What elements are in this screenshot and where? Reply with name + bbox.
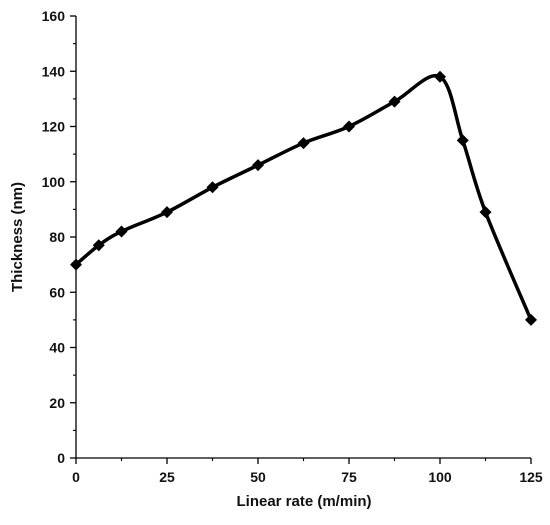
y-tick-label: 80 (49, 229, 65, 245)
y-tick-label: 60 (49, 284, 65, 300)
data-point (70, 258, 82, 271)
data-point (479, 206, 492, 219)
x-tick-label: 25 (159, 469, 175, 485)
data-point (525, 313, 537, 326)
y-tick-label: 20 (49, 395, 65, 411)
y-tick-label: 120 (42, 119, 66, 135)
y-tick-label: 40 (49, 340, 65, 356)
x-tick-label: 50 (250, 469, 266, 485)
y-tick-label: 0 (57, 450, 65, 466)
y-tick-label: 100 (42, 174, 66, 190)
x-axis-title: Linear rate (m/min) (236, 493, 371, 510)
data-point (206, 181, 219, 194)
series-line (74, 73, 533, 321)
x-tick-label: 125 (519, 469, 543, 485)
y-tick-label: 160 (42, 8, 66, 24)
x-tick-label: 0 (72, 469, 80, 485)
data-point (456, 134, 469, 147)
data-point (92, 239, 105, 252)
data-point (297, 137, 310, 150)
y-tick-label: 140 (42, 63, 66, 79)
data-point (161, 206, 173, 219)
x-axis: 0 25 50 75 100 125 (72, 457, 543, 485)
data-point (434, 70, 446, 83)
data-point (252, 159, 264, 172)
x-tick-label: 75 (341, 469, 357, 485)
series-markers (70, 70, 537, 326)
data-point (388, 95, 401, 108)
y-axis-title: Thickness (nm) (9, 182, 26, 292)
y-axis: 0 20 40 60 80 100 120 140 160 (42, 8, 77, 466)
data-point (115, 225, 128, 238)
x-tick-label: 100 (428, 469, 452, 485)
data-point (343, 120, 355, 133)
